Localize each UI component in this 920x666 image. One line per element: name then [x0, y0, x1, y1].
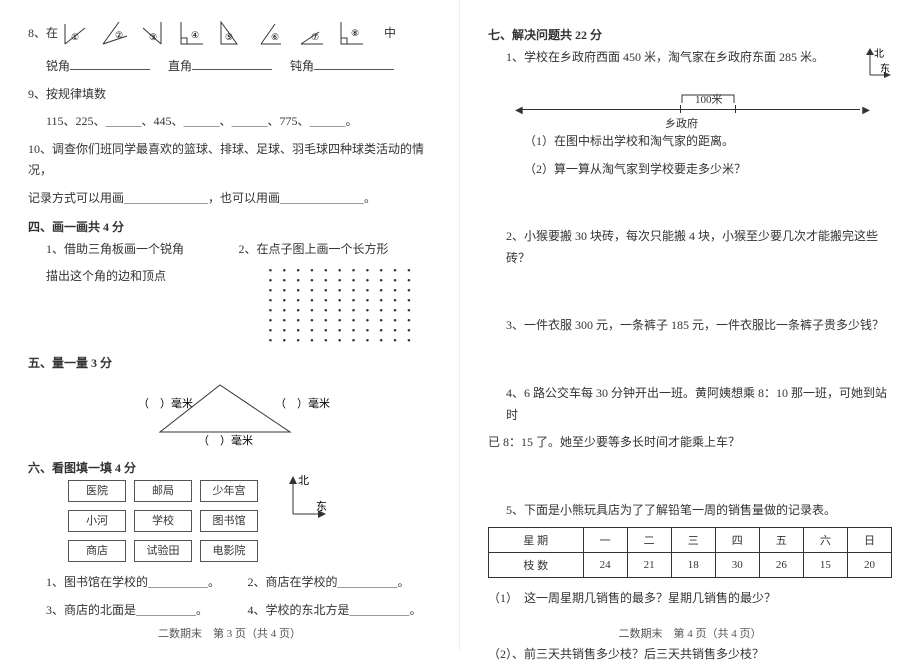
cell-post: 邮局 [134, 480, 192, 502]
q8-angles: 8、在 ① ② ③ ④ ⑤ [28, 18, 431, 50]
svg-text:⑤: ⑤ [225, 32, 233, 42]
td-5: 26 [759, 553, 803, 578]
table-data-row: 枝 数 24 21 18 30 26 15 20 [489, 553, 892, 578]
label-obtuse: 钝角 [290, 59, 314, 73]
page-4: 七、解决问题共 22 分 1、学校在乡政府西面 450 米，淘气家在乡政府东面 … [460, 0, 920, 651]
q8-blanks: 锐角 直角 钝角 [28, 56, 431, 78]
cell-school: 学校 [134, 510, 192, 532]
td-3: 18 [671, 553, 715, 578]
cell-library: 图书馆 [200, 510, 258, 532]
label-acute: 锐角 [46, 59, 70, 73]
q7-5-1: （1） 这一周星期几销售的最多？星期几销售的最少？ [488, 588, 892, 610]
s4-2: 2、在点子图上画一个长方形 [239, 239, 432, 261]
page-3: 8、在 ① ② ③ ④ ⑤ [0, 0, 460, 651]
s6-q1: 1、图书馆在学校的＿＿＿＿＿。 [28, 572, 230, 594]
svg-text:④: ④ [191, 30, 199, 40]
q7-4a: 4、6 路公交车每 30 分钟开出一班。黄阿姨想乘 8：10 那一班，可她到站时 [488, 383, 892, 426]
td-7: 20 [847, 553, 891, 578]
svg-text:②: ② [115, 30, 123, 40]
cell-hospital: 医院 [68, 480, 126, 502]
th-5: 五 [759, 528, 803, 553]
cell-cinema: 电影院 [200, 540, 258, 562]
td-4: 30 [715, 553, 759, 578]
svg-text:东: 东 [316, 500, 327, 513]
table-head-row: 星 期 一 二 三 四 五 六 日 [489, 528, 892, 553]
svg-text:（: （ [198, 434, 220, 447]
q7-3: 3、一件衣服 300 元，一条裤子 185 元，一件衣服比一条裤子贵多少钱？ [488, 315, 892, 337]
svg-text:⑥: ⑥ [271, 32, 279, 42]
q7-1-2: （2）算一算从淘气家到学校要走多少米？ [488, 159, 892, 181]
s6-questions-2: 3、商店的北面是＿＿＿＿＿。 4、学校的东北方是＿＿＿＿＿。 [28, 600, 431, 628]
footer-right: 二数期末 第 4 页（共 4 页） [460, 625, 920, 641]
svg-text:东: 东 [880, 62, 890, 75]
s6-q4: 4、学校的东北方是＿＿＿＿＿。 [230, 600, 432, 622]
th-2: 二 [627, 528, 671, 553]
section-6-title: 六、看图填一填 4 分 [28, 459, 431, 476]
section-4-title: 四、画一画共 4 分 [28, 218, 431, 235]
q7-5: 5、下面是小熊玩具店为了了解铅笔一周的销售量做的记录表。 [488, 500, 892, 522]
q9-title: 9、按规律填数 [28, 84, 431, 106]
s6-questions: 1、图书馆在学校的＿＿＿＿＿。 2、商店在学校的＿＿＿＿＿。 [28, 572, 431, 600]
td-2: 21 [627, 553, 671, 578]
cell-shop: 商店 [68, 540, 126, 562]
th-1: 一 [583, 528, 627, 553]
th-7: 日 [847, 528, 891, 553]
q7-2: 2、小猴要搬 30 块砖，每次只能搬 4 块，小猴至少要几次才能搬完这些砖？ [488, 226, 892, 269]
q8-suffix: 中 [384, 26, 396, 40]
th-4: 四 [715, 528, 759, 553]
svg-text:（: （ [275, 397, 297, 410]
q7-1-text: 1、学校在乡政府西面 450 米，淘气家在乡政府东面 285 米。 [506, 47, 858, 69]
compass-small: 北 东 [858, 47, 892, 81]
q9-seq: 115、225、＿＿＿、445、＿＿＿、＿＿＿、775、＿＿＿。 [28, 111, 431, 133]
section-5-title: 五、量一量 3 分 [28, 354, 431, 371]
q7-5-2: （2）、前三天共销售多少枝？后三天共销售多少枝？ [488, 644, 892, 666]
section-7-title: 七、解决问题共 22 分 [488, 26, 892, 43]
td-label: 枝 数 [489, 553, 584, 578]
s6-q2: 2、商店在学校的＿＿＿＿＿。 [230, 572, 432, 594]
svg-text:（: （ [138, 397, 160, 410]
th-6: 六 [803, 528, 847, 553]
q8-prefix: 8、在 [28, 26, 58, 40]
td-6: 15 [803, 553, 847, 578]
td-1: 24 [583, 553, 627, 578]
sales-table: 星 期 一 二 三 四 五 六 日 枝 数 24 21 18 30 26 15 … [488, 527, 892, 578]
map-grid-wrap: 医院 邮局 少年宫 小河 学校 图书馆 商店 试验田 电影院 北 东 [28, 480, 431, 562]
svg-text:）毫米: ）毫米 [220, 433, 253, 447]
svg-text:⑦: ⑦ [311, 32, 319, 42]
triangle-measure: （ ）毫米 （ ）毫米 （ ）毫米 [28, 377, 431, 451]
th-3: 三 [671, 528, 715, 553]
svg-text:北: 北 [874, 48, 884, 60]
q10-a: 10、调查你们班同学最喜欢的篮球、排球、足球、羽毛球四种球类活动的情况， [28, 139, 431, 182]
cell-field: 试验田 [134, 540, 192, 562]
s4-1b: 描出这个角的边和顶点 [46, 266, 239, 288]
section-4-body: 1、借助三角板画一个锐角 描出这个角的边和顶点 2、在点子图上画一个长方形 ••… [28, 239, 431, 347]
dot-grid: ••••••••••• ••••••••••• ••••••••••• ••••… [269, 266, 432, 346]
svg-text:）毫米: ）毫米 [297, 396, 330, 410]
map-grid: 医院 邮局 少年宫 小河 学校 图书馆 商店 试验田 电影院 [68, 480, 258, 562]
cell-river: 小河 [68, 510, 126, 532]
footer-left: 二数期末 第 3 页（共 4 页） [0, 625, 459, 641]
svg-text:）毫米: ）毫米 [160, 396, 193, 410]
q7-4b: 已 8：15 了。她至少要等多长时间才能乘上车？ [488, 432, 892, 454]
svg-text:北: 北 [298, 474, 309, 487]
number-line: ◀ ▶ 100米 乡政府 [510, 87, 870, 127]
gov-label: 乡政府 [665, 115, 698, 131]
s4-1: 1、借助三角板画一个锐角 [46, 239, 239, 261]
svg-text:⑧: ⑧ [351, 28, 359, 38]
compass: 北 东 [278, 474, 328, 562]
angles-svg: ① ② ③ ④ ⑤ ⑥ [61, 18, 381, 50]
svg-text:③: ③ [149, 32, 157, 42]
s6-q3: 3、商店的北面是＿＿＿＿＿。 [28, 600, 230, 622]
svg-text:①: ① [71, 32, 79, 42]
q7-1: 1、学校在乡政府西面 450 米，淘气家在乡政府东面 285 米。 北 东 [488, 47, 892, 81]
cell-youth: 少年宫 [200, 480, 258, 502]
label-right: 直角 [168, 59, 192, 73]
q7-1-1: （1）在图中标出学校和淘气家的距离。 [488, 131, 892, 153]
q10-b: 记录方式可以用画＿＿＿＿＿＿＿，也可以用画＿＿＿＿＿＿＿。 [28, 188, 431, 210]
th-week: 星 期 [489, 528, 584, 553]
